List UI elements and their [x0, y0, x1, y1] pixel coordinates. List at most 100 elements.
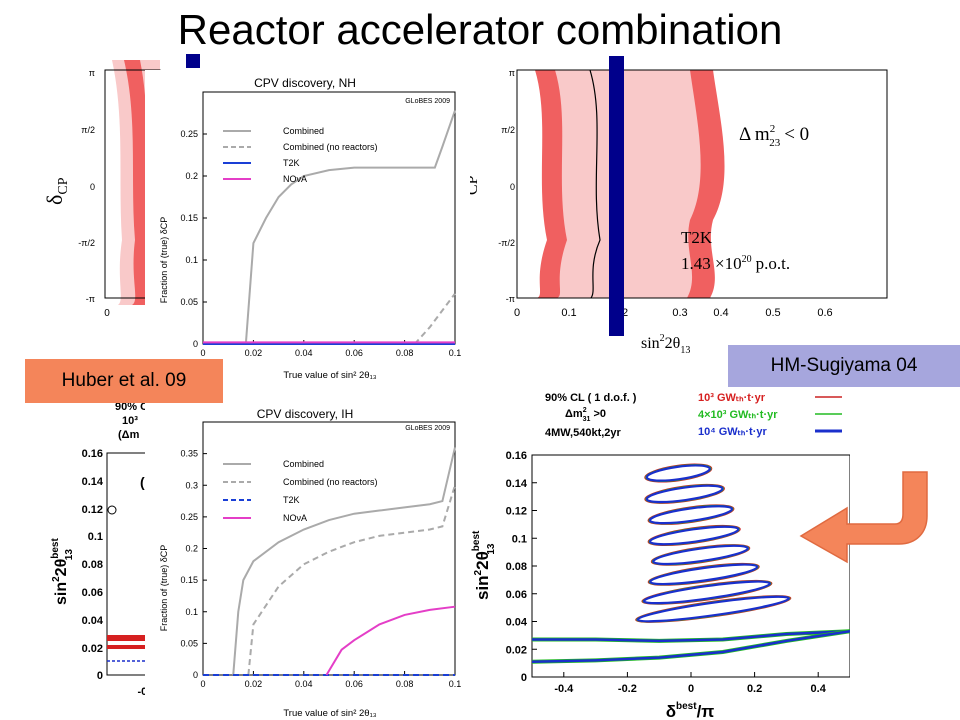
bg-right-xtick: 0.4 [713, 307, 728, 319]
chart-hm-sugiyama: 90% CL ( 1 d.o.f. ) Δm2 31 >0 4MW,540kt,2… [471, 392, 850, 720]
bg-right-ytick: π [509, 68, 515, 78]
hm-y-tick-label: 0.14 [506, 478, 528, 490]
x-tick-label: 0.1 [449, 348, 462, 358]
y-tick-label: 0.2 [185, 544, 198, 554]
bg-bl-ytick: 0.08 [82, 559, 103, 571]
hm-header-dm: Δm2 31 >0 [565, 407, 606, 423]
legend-label: Combined (no reactors) [283, 477, 378, 487]
legend-label: Combined (no reactors) [283, 142, 378, 152]
bg-right-xlabel: sin22θ13 [641, 333, 690, 355]
bg-right-xtick: 0.5 [765, 307, 780, 319]
hm-band-green [531, 629, 850, 664]
x-tick-label: 0.06 [345, 348, 363, 358]
hm-legend-label: 4×10³ GWₜₕ·t·yr [698, 409, 778, 421]
chart-xlabel: True value of sin² 2θ₁₃ [283, 708, 376, 719]
navy-marker-square [186, 54, 200, 68]
bg-bl-ytick: 0.02 [82, 643, 103, 655]
hm-contour-red [644, 483, 725, 504]
bg-plot-top-right: π π/2 0 -π/2 -π 0 0.1 2 0.3 0.4 0.5 0.6 … [464, 68, 888, 355]
hm-x-tick-label: 0.4 [811, 683, 827, 695]
bg-left-ylabel: δCP [42, 177, 71, 205]
label-huber: Huber et al. 09 [25, 359, 223, 403]
bg-left-xtick: 0 [104, 308, 110, 319]
bg-right-bands [535, 69, 725, 299]
hm-y-tick-label: 0.02 [506, 644, 527, 656]
x-tick-label: 0.02 [245, 679, 263, 689]
series-line [244, 110, 456, 345]
bg-left-ytick: π [89, 68, 95, 78]
chart-watermark: GLoBES 2009 [405, 425, 450, 432]
bg-bl-ytick: 0 [97, 670, 103, 682]
hm-band-blue [531, 629, 850, 663]
navy-marker-bar [609, 56, 624, 336]
y-tick-label: 0.15 [180, 575, 198, 585]
hm-y-tick-label: 0 [521, 672, 527, 684]
bg-left-ytick: 0 [90, 182, 95, 192]
y-tick-label: 0.25 [180, 129, 198, 139]
y-tick-label: 0.25 [180, 512, 198, 522]
hm-legend-label: 10⁴ GWₜₕ·t·yr [698, 426, 767, 438]
x-tick-label: 0.04 [295, 348, 313, 358]
label-hm-sugiyama: HM-Sugiyama 04 [728, 345, 960, 387]
legend-label: Combined [283, 126, 324, 136]
hm-xlabel: δbest/π [666, 701, 715, 720]
bg-right-xtick: 2 [622, 307, 628, 319]
chart-watermark: GLoBES 2009 [405, 98, 450, 105]
bg-right-xtick: 0.6 [817, 307, 832, 319]
series-line [413, 293, 456, 345]
hm-contour-blue [645, 464, 711, 482]
y-tick-label: 0.35 [180, 449, 198, 459]
bg-right-ytick: -π/2 [498, 238, 515, 248]
legend-label: T2K [283, 158, 300, 168]
y-tick-label: 0 [193, 670, 198, 680]
hm-y-tick-label: 0.1 [512, 533, 527, 545]
series-line [247, 484, 456, 676]
hm-contour-blue [648, 525, 740, 546]
chart-cpv-nh: CPV discovery, NH GLoBES 2009 0 0.02 0.04 0… [145, 70, 470, 390]
hm-legend-label: 10³ GWₜₕ·t·yr [698, 392, 766, 404]
hm-contour-red [647, 524, 741, 547]
bg-right-annot-t2k: T2K [681, 228, 713, 247]
hm-legend-header: 90% CL ( 1 d.o.f. ) [545, 392, 637, 404]
y-tick-label: 0.1 [185, 255, 198, 265]
hm-ylabel: sin22θbest 13 [471, 530, 497, 600]
bg-left-ytick: -π/2 [78, 238, 95, 248]
bg-left-ytick: -π [86, 294, 95, 304]
bg-left-ytick: π/2 [81, 125, 95, 135]
chart-ylabel: Fraction of (true) δCP [159, 217, 169, 304]
hm-contour-blue [652, 544, 749, 566]
series-line [232, 447, 456, 676]
bg-bl-header-3: (Δm [118, 429, 140, 441]
hm-y-tick-label: 0.08 [506, 561, 527, 573]
bg-right-annot-pot: 1.43 ×1020 p.o.t. [681, 254, 790, 273]
bg-bl-ytick: 0.16 [82, 448, 103, 460]
hm-x-tick-label: 0.2 [747, 683, 762, 695]
bg-bl-ylabel: sin22θbest 13 [50, 538, 75, 605]
hm-y-tick-label: 0.12 [506, 506, 527, 518]
hm-contour-red [644, 463, 713, 483]
x-tick-label: 0.04 [295, 679, 313, 689]
hm-contour-blue [645, 484, 724, 504]
hm-x-tick-label: 0 [688, 683, 694, 695]
hm-contour-blue [636, 595, 790, 623]
bg-bl-ytick: 0.06 [82, 587, 103, 599]
y-tick-label: 0.05 [180, 297, 198, 307]
bg-bl-ytick: 0.14 [82, 476, 104, 488]
hm-contour-red [647, 562, 760, 586]
bg-bl-ytick: 0.12 [82, 504, 103, 516]
y-tick-label: 0 [193, 339, 198, 349]
x-tick-label: 0 [200, 679, 205, 689]
hm-contour-blue [642, 580, 771, 605]
y-tick-label: 0.1 [185, 607, 198, 617]
slide-title: Reactor accelerator combination [177, 6, 783, 53]
hm-y-tick-label: 0.16 [506, 450, 527, 462]
legend-label: T2K [283, 495, 300, 505]
hm-x-tick-label: -0.4 [554, 683, 574, 695]
hm-contour-red [635, 595, 792, 623]
bg-right-ytick: π/2 [501, 125, 515, 135]
bg-bl-ytick: 0.1 [88, 531, 103, 543]
y-tick-label: 0.2 [185, 171, 198, 181]
hm-contour-blue [649, 563, 759, 586]
y-tick-label: 0.3 [185, 480, 198, 490]
bg-right-ytick: 0 [510, 182, 515, 192]
